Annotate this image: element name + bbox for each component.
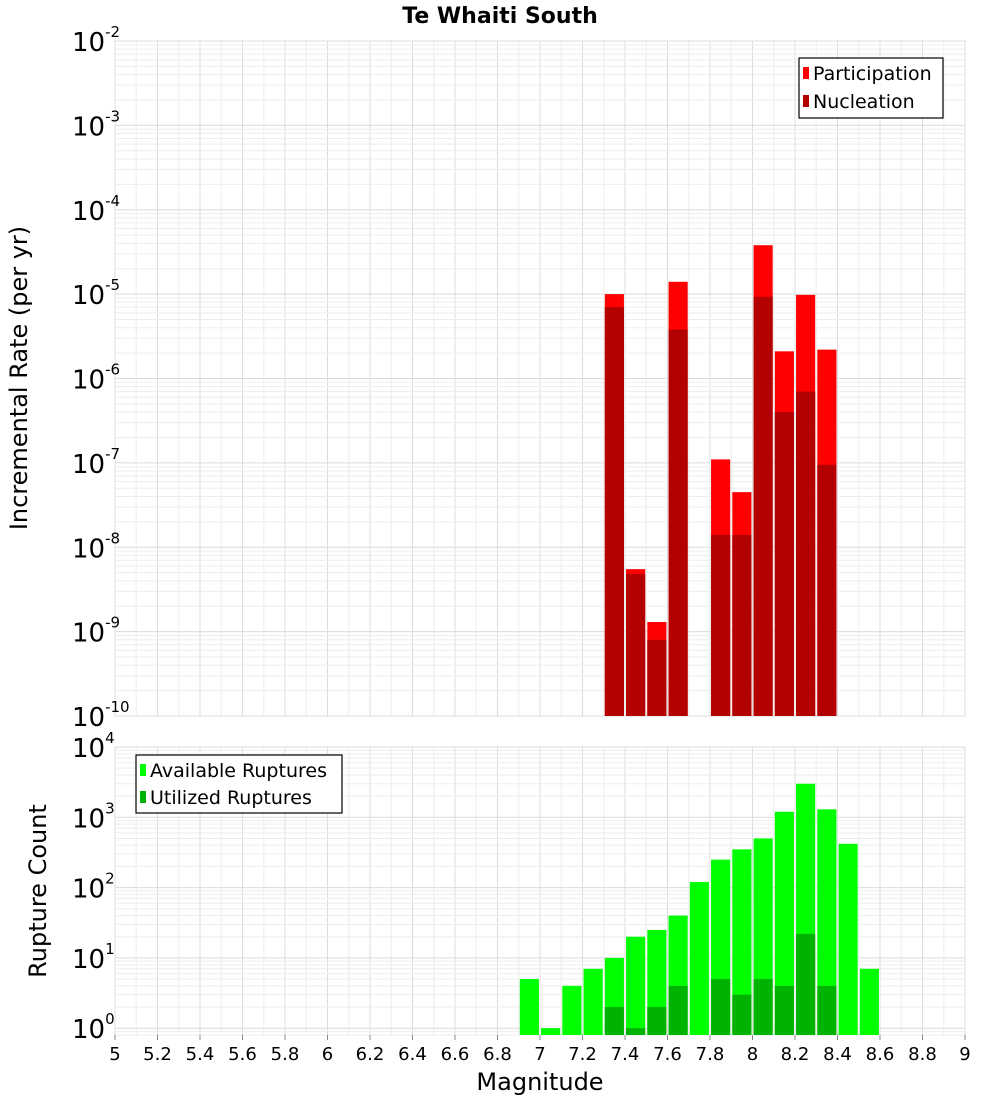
legend-swatch-nucleation — [803, 95, 809, 107]
top-bar-series2 — [732, 534, 752, 716]
bottom-legend-box — [135, 754, 343, 814]
x-tick-label: 8 — [747, 1044, 758, 1065]
bottom-bar-series1 — [689, 882, 709, 1035]
top-panel: 10-10 10-9 10-8 10-7 10-6 10-5 10-4 10-3 10-2 In… — [5, 23, 966, 733]
x-tick-label: 7 — [534, 1044, 545, 1065]
bottom-y-tick-label: 102 — [72, 870, 115, 905]
bottom-bar-series1 — [519, 979, 539, 1035]
top-bar-series2 — [774, 412, 794, 716]
top-legend-box — [798, 57, 944, 119]
top-y-tick-label: 10-10 — [72, 698, 130, 733]
top-bar-series2 — [711, 534, 731, 716]
bottom-bar-series1 — [859, 968, 879, 1035]
x-tick-label: 5.6 — [228, 1044, 257, 1065]
bottom-bar-series2 — [774, 985, 794, 1035]
x-tick-label: 6.6 — [441, 1044, 470, 1065]
x-tick-label: 6 — [322, 1044, 333, 1065]
bottom-bars — [519, 783, 879, 1035]
x-tick-label: 5.2 — [143, 1044, 172, 1065]
bottom-bar-series2 — [817, 985, 837, 1035]
bottom-legend: Available Ruptures Utilized Ruptures — [135, 754, 343, 814]
top-y-tick-label: 10-5 — [72, 276, 120, 311]
bottom-bar-series1 — [626, 936, 646, 1035]
bottom-bar-series2 — [753, 979, 773, 1035]
bottom-panel: 100 101 102 103 104 5 5.2 5.4 5.6 5.8 6 6.2 6.4 6.6 6… — [24, 729, 971, 1096]
x-tick-label: 8.6 — [866, 1044, 895, 1065]
legend-label-nucleation: Nucleation — [813, 91, 915, 113]
top-y-tick-label: 10-4 — [72, 192, 120, 227]
top-bar-series2 — [604, 307, 624, 716]
top-y-tick-label: 10-8 — [72, 529, 120, 564]
x-tick-label: 6.8 — [483, 1044, 512, 1065]
legend-swatch-utilized — [140, 791, 146, 803]
x-axis-label: Magnitude — [476, 1068, 603, 1096]
x-tick-label: 6.4 — [398, 1044, 427, 1065]
chart-title: Te Whaiti South — [402, 4, 598, 29]
bottom-y-tick-label: 101 — [72, 940, 115, 975]
top-y-tick-label: 10-6 — [72, 361, 120, 396]
top-bar-series2 — [626, 574, 646, 716]
x-tick-label: 7.2 — [568, 1044, 597, 1065]
bottom-bar-series2 — [604, 1007, 624, 1035]
bottom-bar-series1 — [541, 1028, 561, 1035]
bottom-bar-series1 — [562, 985, 582, 1035]
top-bar-series2 — [753, 296, 773, 716]
x-ticks: 5 5.2 5.4 5.6 5.8 6 6.2 6.4 6.6 6.8 7 7.2 7.4 7.6 7.8 8… — [109, 1035, 971, 1065]
top-bar-series2 — [668, 329, 688, 716]
top-y-tick-label: 10-9 — [72, 614, 120, 649]
x-tick-label: 5.4 — [186, 1044, 215, 1065]
top-y-ticks: 10-10 10-9 10-8 10-7 10-6 10-5 10-4 10-3 10-2 — [72, 23, 130, 733]
top-y-tick-label: 10-2 — [72, 23, 120, 58]
top-y-tick-label: 10-3 — [72, 107, 120, 142]
legend-label-available: Available Ruptures — [150, 760, 327, 782]
top-grid — [114, 40, 966, 717]
top-bar-series2 — [817, 464, 837, 716]
bottom-bar-series2 — [732, 994, 752, 1035]
bottom-bar-series1 — [583, 968, 603, 1035]
x-tick-label: 8.4 — [823, 1044, 852, 1065]
x-tick-label: 5.8 — [271, 1044, 300, 1065]
legend-label-utilized: Utilized Ruptures — [150, 787, 312, 809]
legend-label-participation: Participation — [813, 63, 932, 85]
top-y-tick-label: 10-7 — [72, 445, 120, 480]
bottom-bar-series1 — [838, 843, 858, 1035]
bottom-y-ticks: 100 101 102 103 104 — [72, 729, 115, 1045]
top-y-axis-label: Incremental Rate (per yr) — [5, 226, 33, 530]
bottom-y-tick-label: 104 — [72, 729, 115, 764]
bottom-bar-series2 — [668, 985, 688, 1035]
bottom-y-axis-label: Rupture Count — [24, 804, 52, 978]
x-tick-label: 7.4 — [611, 1044, 640, 1065]
x-tick-label: 7.8 — [696, 1044, 725, 1065]
bottom-bar-series2 — [626, 1028, 646, 1035]
x-tick-label: 8.2 — [781, 1044, 810, 1065]
legend-swatch-participation — [803, 67, 809, 79]
bottom-bar-series2 — [647, 1007, 667, 1035]
legend-swatch-available — [140, 764, 146, 776]
top-legend: Participation Nucleation — [798, 57, 944, 119]
bottom-bar-series1 — [774, 811, 794, 1035]
top-bar-series2 — [796, 391, 816, 716]
bottom-bar-series1 — [817, 809, 837, 1035]
x-tick-label: 9 — [959, 1044, 970, 1065]
bottom-bar-series1 — [732, 849, 752, 1035]
x-tick-label: 8.8 — [908, 1044, 937, 1065]
bottom-y-tick-label: 100 — [72, 1010, 115, 1045]
bottom-bar-series2 — [711, 979, 731, 1035]
bottom-bar-series2 — [796, 933, 816, 1035]
x-tick-label: 7.6 — [653, 1044, 682, 1065]
x-tick-label: 5 — [109, 1044, 120, 1065]
top-bar-series2 — [647, 639, 667, 716]
bottom-y-tick-label: 103 — [72, 799, 115, 834]
top-bars — [604, 245, 837, 717]
x-tick-label: 6.2 — [356, 1044, 385, 1065]
